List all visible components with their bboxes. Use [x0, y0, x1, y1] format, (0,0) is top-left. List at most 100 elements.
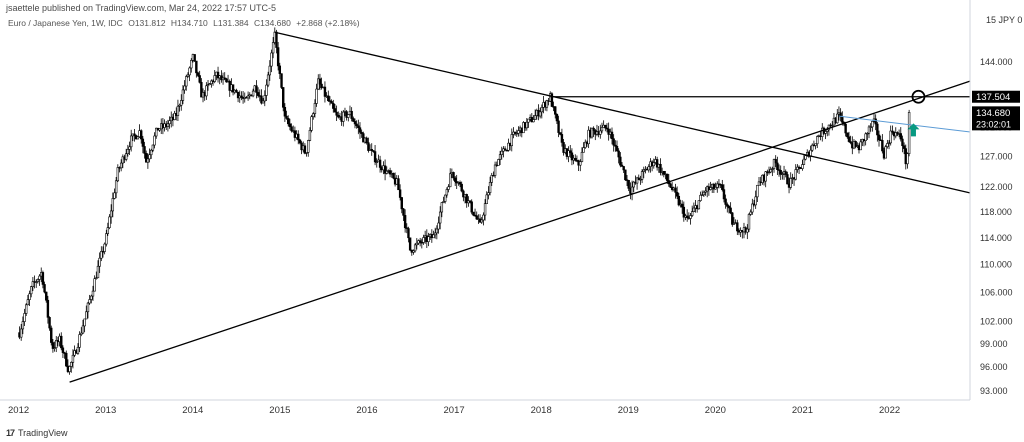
candle: [45, 291, 48, 303]
candle-body: [35, 281, 38, 283]
candle: [225, 77, 228, 83]
candle: [231, 84, 235, 96]
candle: [505, 149, 508, 152]
candle: [533, 109, 537, 120]
annotations: [69, 31, 971, 383]
candle: [887, 140, 891, 150]
candle: [756, 184, 759, 202]
candle: [166, 119, 170, 132]
candle-body: [772, 159, 776, 169]
candle: [103, 242, 106, 255]
candle: [781, 171, 784, 180]
candle: [545, 99, 549, 112]
candle: [298, 138, 302, 145]
candle-body: [844, 123, 847, 134]
candle-body: [907, 112, 911, 154]
candle: [854, 140, 857, 149]
candle-body: [121, 156, 125, 164]
candle: [849, 135, 852, 145]
candle: [332, 99, 335, 113]
candle-body: [902, 145, 906, 149]
candle: [208, 83, 211, 86]
candle-body: [370, 149, 373, 151]
candle: [607, 122, 610, 141]
candle-body: [869, 126, 872, 128]
footer-brand: TradingView: [18, 428, 68, 438]
ohlc-close: C134.680: [254, 18, 291, 28]
candle: [287, 115, 290, 127]
candle-body: [96, 265, 100, 279]
candle-body: [690, 211, 694, 216]
candle-body: [736, 222, 739, 232]
price-tag-label: 134.680: [976, 108, 1010, 119]
candle: [206, 79, 210, 91]
candle: [557, 115, 560, 138]
x-tick-label: 2018: [531, 405, 552, 416]
candle: [877, 130, 881, 147]
candle-body: [510, 134, 513, 147]
candle-body: [831, 124, 834, 127]
candle: [437, 216, 440, 234]
candle-body: [372, 150, 375, 152]
candle: [129, 129, 133, 152]
candle-body: [712, 183, 716, 190]
candle: [50, 325, 53, 346]
candle-body: [378, 159, 382, 168]
candle: [749, 209, 752, 216]
candle-body: [263, 95, 266, 102]
candle: [53, 341, 56, 352]
candle-body: [422, 237, 425, 243]
candle: [652, 158, 655, 169]
candle-body: [355, 123, 358, 127]
candle: [83, 318, 86, 333]
candle: [190, 58, 193, 73]
candle-body: [275, 31, 278, 48]
candle: [28, 290, 31, 306]
candle-body: [443, 194, 447, 202]
candle-body: [802, 158, 806, 165]
candle-body: [614, 144, 617, 147]
candle-body: [223, 77, 226, 80]
candle: [388, 167, 392, 178]
candle-body: [630, 186, 634, 194]
candle-body: [774, 159, 777, 164]
candle: [610, 127, 614, 145]
currency-label: 15 JPY 0: [986, 15, 1022, 25]
candle-body: [280, 73, 283, 88]
candle-body: [98, 257, 101, 267]
candle-body: [190, 60, 193, 69]
arrow-up-icon: [907, 123, 920, 137]
candle: [480, 216, 483, 224]
trend-line: [69, 80, 971, 383]
candle-body: [255, 85, 258, 93]
candle: [357, 119, 360, 135]
candle-body: [240, 95, 243, 98]
candle-body: [454, 177, 457, 182]
candle: [874, 114, 877, 131]
candle-body: [55, 340, 58, 349]
candle: [736, 219, 739, 236]
candle: [550, 92, 554, 107]
ohlc-change: +2.868 (+2.18%): [296, 18, 360, 28]
candle-body: [632, 181, 635, 188]
candle-body: [83, 318, 86, 327]
candle-body: [462, 190, 465, 198]
candle-body: [483, 203, 487, 216]
candle: [198, 70, 201, 84]
candle: [448, 168, 452, 188]
candle: [176, 99, 180, 122]
candle: [771, 166, 774, 177]
candle: [470, 199, 473, 215]
candle: [61, 345, 65, 359]
candle: [579, 159, 582, 172]
candle-body: [114, 180, 118, 194]
candle: [93, 275, 96, 292]
candle: [195, 60, 198, 78]
candle: [555, 113, 559, 124]
candle: [600, 122, 604, 134]
candle: [482, 212, 485, 226]
candle: [432, 230, 435, 239]
candle-body: [352, 118, 355, 122]
candle-body: [333, 108, 337, 113]
